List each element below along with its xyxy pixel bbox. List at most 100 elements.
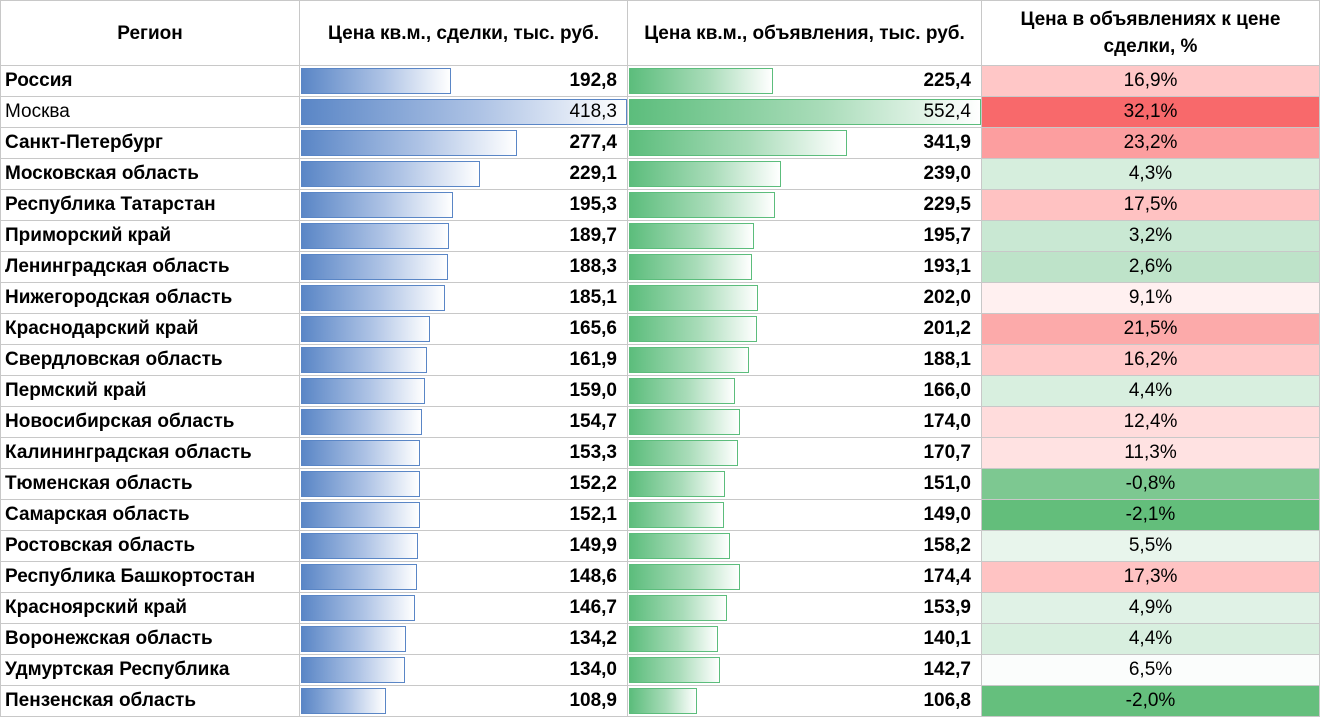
ad-price-value: 239,0 bbox=[923, 163, 971, 184]
table-row: Тюменская область 152,2 151,0 -0,8% bbox=[0, 468, 1320, 500]
table-row: Республика Башкортостан 148,6 174,4 17,3% bbox=[0, 561, 1320, 593]
deal-price-cell: 146,7 bbox=[299, 592, 628, 624]
ad-price-cell: 106,8 bbox=[627, 685, 982, 717]
ad-price-cell: 195,7 bbox=[627, 220, 982, 252]
ad-price-cell: 142,7 bbox=[627, 654, 982, 686]
table-row: Москва 418,3 552,4 32,1% bbox=[0, 96, 1320, 128]
ad-price-cell: 174,0 bbox=[627, 406, 982, 438]
ad-price-value: 174,0 bbox=[923, 411, 971, 432]
region-cell: Калининградская область bbox=[0, 437, 300, 469]
ad-price-cell: 188,1 bbox=[627, 344, 982, 376]
deal-price-value: 152,2 bbox=[569, 473, 617, 494]
deal-price-bar bbox=[301, 99, 627, 125]
deal-price-cell: 277,4 bbox=[299, 127, 628, 159]
ad-price-value: 158,2 bbox=[923, 535, 971, 556]
deal-price-bar bbox=[301, 130, 517, 156]
table-row: Пензенская область 108,9 106,8 -2,0% bbox=[0, 685, 1320, 717]
ad-price-value: 170,7 bbox=[923, 442, 971, 463]
region-cell: Пермский край bbox=[0, 375, 300, 407]
ad-price-bar bbox=[629, 347, 749, 373]
ad-price-bar bbox=[629, 409, 740, 435]
ad-price-value: 166,0 bbox=[923, 380, 971, 401]
region-cell: Московская область bbox=[0, 158, 300, 190]
deal-price-value: 161,9 bbox=[569, 349, 617, 370]
ad-price-value: 106,8 bbox=[923, 690, 971, 711]
deal-price-value: 185,1 bbox=[569, 287, 617, 308]
ad-price-value: 153,9 bbox=[923, 597, 971, 618]
deal-price-cell: 189,7 bbox=[299, 220, 628, 252]
table-row: Самарская область 152,1 149,0 -2,1% bbox=[0, 499, 1320, 531]
ad-price-cell: 202,0 bbox=[627, 282, 982, 314]
ad-price-cell: 158,2 bbox=[627, 530, 982, 562]
table-row: Краснодарский край 165,6 201,2 21,5% bbox=[0, 313, 1320, 345]
deal-price-cell: 108,9 bbox=[299, 685, 628, 717]
ad-price-bar bbox=[629, 471, 725, 497]
deal-price-cell: 152,2 bbox=[299, 468, 628, 500]
deal-price-bar bbox=[301, 285, 445, 311]
ad-price-cell: 170,7 bbox=[627, 437, 982, 469]
ad-price-cell: 193,1 bbox=[627, 251, 982, 283]
deal-price-bar bbox=[301, 68, 451, 94]
deal-price-value: 165,6 bbox=[569, 318, 617, 339]
ad-price-value: 140,1 bbox=[923, 628, 971, 649]
ad-price-bar bbox=[629, 254, 752, 280]
ratio-cell: 9,1% bbox=[981, 282, 1320, 314]
table-row: Ленинградская область 188,3 193,1 2,6% bbox=[0, 251, 1320, 283]
ad-price-cell: 552,4 bbox=[627, 96, 982, 128]
table-row: Нижегородская область 185,1 202,0 9,1% bbox=[0, 282, 1320, 314]
ratio-cell: 5,5% bbox=[981, 530, 1320, 562]
deal-price-bar bbox=[301, 471, 420, 497]
region-cell: Новосибирская область bbox=[0, 406, 300, 438]
header-ad-price: Цена кв.м., объявления, тыс. руб. bbox=[627, 0, 982, 66]
ratio-cell: -0,8% bbox=[981, 468, 1320, 500]
deal-price-value: 192,8 bbox=[569, 70, 617, 91]
ad-price-value: 195,7 bbox=[923, 225, 971, 246]
ratio-cell: 17,5% bbox=[981, 189, 1320, 221]
ratio-cell: 6,5% bbox=[981, 654, 1320, 686]
deal-price-bar bbox=[301, 409, 422, 435]
deal-price-bar bbox=[301, 595, 415, 621]
table-row: Калининградская область 153,3 170,7 11,3% bbox=[0, 437, 1320, 469]
ad-price-value: 151,0 bbox=[923, 473, 971, 494]
deal-price-cell: 148,6 bbox=[299, 561, 628, 593]
deal-price-bar bbox=[301, 223, 449, 249]
deal-price-value: 229,1 bbox=[569, 163, 617, 184]
ad-price-value: 225,4 bbox=[923, 70, 971, 91]
deal-price-value: 108,9 bbox=[569, 690, 617, 711]
header-deal-price: Цена кв.м., сделки, тыс. руб. bbox=[299, 0, 628, 66]
region-cell: Приморский край bbox=[0, 220, 300, 252]
deal-price-value: 148,6 bbox=[569, 566, 617, 587]
deal-price-cell: 154,7 bbox=[299, 406, 628, 438]
deal-price-bar bbox=[301, 657, 405, 683]
ratio-cell: 4,4% bbox=[981, 375, 1320, 407]
deal-price-cell: 165,6 bbox=[299, 313, 628, 345]
deal-price-cell: 134,2 bbox=[299, 623, 628, 655]
region-cell: Пензенская область bbox=[0, 685, 300, 717]
table-row: Россия 192,8 225,4 16,9% bbox=[0, 65, 1320, 97]
region-cell: Республика Башкортостан bbox=[0, 561, 300, 593]
deal-price-value: 188,3 bbox=[569, 256, 617, 277]
ad-price-value: 193,1 bbox=[923, 256, 971, 277]
table-row: Московская область 229,1 239,0 4,3% bbox=[0, 158, 1320, 190]
table-row: Красноярский край 146,7 153,9 4,9% bbox=[0, 592, 1320, 624]
ad-price-bar bbox=[629, 223, 754, 249]
ad-price-value: 149,0 bbox=[923, 504, 971, 525]
ad-price-cell: 225,4 bbox=[627, 65, 982, 97]
region-cell: Россия bbox=[0, 65, 300, 97]
deal-price-value: 152,1 bbox=[569, 504, 617, 525]
region-cell: Свердловская область bbox=[0, 344, 300, 376]
ad-price-cell: 239,0 bbox=[627, 158, 982, 190]
deal-price-value: 134,0 bbox=[569, 659, 617, 680]
table-row: Свердловская область 161,9 188,1 16,2% bbox=[0, 344, 1320, 376]
deal-price-value: 154,7 bbox=[569, 411, 617, 432]
ad-price-bar bbox=[629, 316, 757, 342]
region-cell: Москва bbox=[0, 96, 300, 128]
deal-price-bar bbox=[301, 688, 386, 714]
deal-price-cell: 229,1 bbox=[299, 158, 628, 190]
ad-price-value: 552,4 bbox=[923, 101, 971, 122]
region-cell: Республика Татарстан bbox=[0, 189, 300, 221]
deal-price-value: 418,3 bbox=[569, 101, 617, 122]
ad-price-bar bbox=[629, 533, 730, 559]
region-cell: Нижегородская область bbox=[0, 282, 300, 314]
deal-price-bar bbox=[301, 161, 480, 187]
